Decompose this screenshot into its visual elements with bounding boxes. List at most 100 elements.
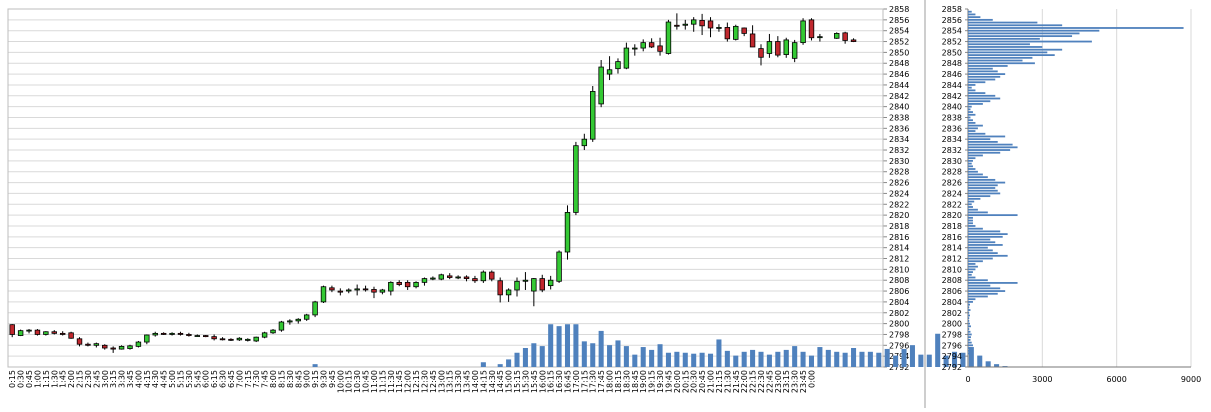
candle-up [169, 332, 175, 335]
x-tick-label: 12:00 [404, 370, 413, 393]
candle-up [590, 91, 596, 140]
profile-bar [968, 48, 1063, 51]
x-tick-label: 2:00 [67, 370, 76, 388]
plot-frame [7, 8, 884, 368]
profile-bar [968, 105, 972, 108]
profile-bar [968, 292, 998, 295]
profile-bar [968, 295, 988, 298]
profile-bar [968, 328, 970, 330]
candle-up [17, 330, 24, 336]
candle-up [690, 19, 697, 25]
x-tick-label: 3:30 [118, 370, 127, 388]
volume-bar [632, 354, 638, 367]
volume-bar [716, 339, 722, 367]
volume-bar [766, 354, 772, 367]
candle-up [346, 289, 352, 292]
profile-bar [968, 135, 1006, 138]
profile-bar [968, 311, 970, 314]
profile-bar [968, 200, 975, 203]
x-tick-label: 13:45 [463, 370, 472, 393]
y-tick-label: 2828 [889, 168, 909, 177]
candle-up [505, 289, 512, 296]
volume-bar [825, 349, 831, 367]
x-tick-label: 14:30 [488, 370, 497, 393]
profile-bar [968, 249, 993, 252]
y-tick-label: 2838 [889, 113, 909, 122]
x-tick-label: 20:15 [681, 370, 690, 393]
x-tick-label: 10:45 [362, 370, 371, 393]
candle-up [665, 21, 672, 54]
volume-bar [918, 354, 924, 367]
candle-up [791, 42, 798, 59]
x-tick-label: 10:00 [336, 370, 345, 393]
volume-bar [909, 345, 915, 367]
volume-bar [842, 352, 848, 367]
y-tick-label: 2834 [889, 135, 909, 144]
candle-up [118, 345, 125, 350]
profile-bar [968, 149, 1011, 151]
x-tick-label: 21:45 [732, 370, 741, 393]
candle-down [371, 289, 377, 293]
profile-bar [968, 279, 988, 282]
volume-bar [649, 349, 655, 367]
y-tick-label: 2826 [889, 179, 909, 188]
x-tick-label: 21:00 [707, 370, 716, 393]
x-tick-label: 6:30 [219, 370, 228, 388]
profile-x-tick-label: 3000 [1032, 375, 1052, 384]
x-tick-label: 8:30 [286, 370, 295, 388]
x-tick-label: 6:00 [202, 370, 211, 388]
volume-bar [665, 352, 671, 367]
x-tick-label: 3:15 [109, 370, 118, 388]
x-tick-label: 4:30 [151, 370, 160, 388]
profile-bar [968, 10, 972, 13]
volume-bar [699, 352, 705, 367]
profile-bar [968, 127, 978, 130]
profile-bar [968, 78, 996, 81]
x-tick-label: 12:15 [412, 370, 421, 393]
candle-down [9, 324, 15, 335]
profile-x-tick-label: 0 [965, 375, 970, 384]
profile-bar [968, 21, 1038, 24]
volume-bar [548, 324, 554, 367]
y-tick-label: 2792 [889, 363, 909, 372]
volume-bar [657, 344, 663, 367]
x-tick-label: 7:30 [252, 370, 261, 388]
volume-bar [994, 364, 1000, 367]
profile-bar [968, 143, 1013, 146]
candle-down [337, 290, 344, 293]
x-tick-label: 15:00 [505, 370, 514, 393]
y-tick-label: 2836 [889, 124, 909, 133]
profile-bar [968, 336, 971, 339]
y-tick-label: 2852 [889, 38, 909, 47]
x-tick-label: 22:30 [757, 370, 766, 393]
x-tick-label: 18:00 [606, 370, 615, 393]
x-tick-label: 4:15 [143, 370, 152, 388]
profile-y-tick-label: 2842 [942, 92, 962, 101]
candle-down [707, 20, 714, 29]
candle-up [682, 23, 688, 26]
x-tick-label: 11:30 [387, 370, 396, 393]
profile-bar [968, 108, 971, 111]
x-tick-label: 6:15 [210, 370, 219, 388]
profile-y-tick-label: 2852 [942, 38, 962, 47]
profile-bar [968, 176, 988, 179]
profile-bar [968, 235, 1003, 238]
x-tick-label: 22:00 [740, 370, 749, 393]
profile-y-tick-label: 2856 [942, 16, 962, 25]
profile-bar [968, 206, 973, 208]
volume-bar [901, 348, 907, 367]
x-tick-label: 19:15 [648, 370, 657, 393]
profile-bar [968, 59, 1023, 62]
y-tick-label: 2808 [889, 276, 909, 285]
profile-bar [968, 246, 988, 249]
x-tick-label: 9:45 [328, 370, 337, 388]
volume-bar [758, 351, 764, 367]
candle-up [581, 138, 588, 147]
candle-down [648, 42, 655, 48]
x-tick-label: 3:00 [101, 370, 110, 388]
volume-bar [808, 355, 815, 367]
x-tick-label: 7:15 [244, 370, 253, 388]
volume-bar [876, 352, 882, 367]
x-tick-label: 5:15 [176, 370, 185, 388]
x-tick-label: 23:30 [791, 370, 800, 393]
